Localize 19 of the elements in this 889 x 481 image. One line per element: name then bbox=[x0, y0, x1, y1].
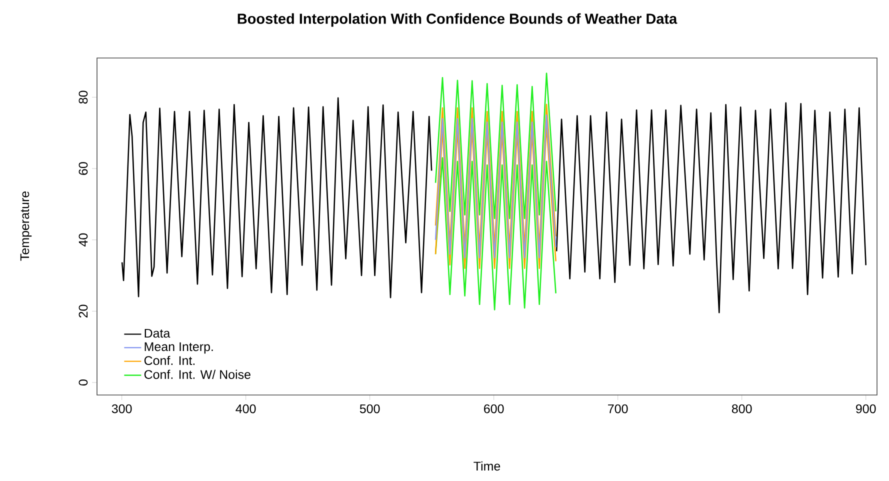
legend-label: Conf. Int. bbox=[144, 356, 195, 366]
legend-label: Mean Interp. bbox=[144, 342, 213, 354]
x-tick-label: 700 bbox=[608, 404, 628, 414]
x-tick-label: 900 bbox=[856, 404, 876, 414]
x-tick-label: 800 bbox=[732, 404, 752, 414]
x-axis-title: Time bbox=[474, 461, 500, 471]
chart-title: Boosted Interpolation With Confidence Bounds of Weather Data bbox=[238, 13, 678, 27]
x-tick-label: 300 bbox=[112, 404, 132, 414]
y-tick-label: 0 bbox=[78, 380, 88, 386]
legend-label: Data bbox=[144, 328, 170, 338]
legend-label: Conf. Int. W/ Noise bbox=[144, 370, 250, 379]
x-tick-label: 400 bbox=[236, 404, 256, 414]
y-tick-label: 20 bbox=[78, 304, 88, 318]
x-tick-label: 600 bbox=[484, 404, 504, 414]
y-axis-title: Temperature bbox=[20, 191, 32, 261]
y-tick-label: 80 bbox=[78, 90, 88, 104]
x-tick-label: 500 bbox=[360, 404, 380, 414]
y-tick-label: 60 bbox=[78, 162, 88, 175]
y-tick-label: 40 bbox=[78, 233, 88, 247]
